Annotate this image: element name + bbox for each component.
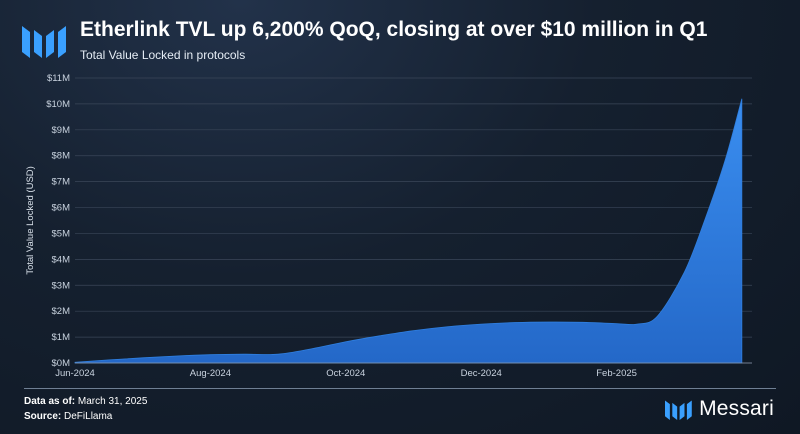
source-line: Source: DeFiLlama: [24, 411, 112, 422]
y-tick-label: $3M: [52, 280, 71, 291]
source-value: DeFiLlama: [64, 411, 113, 422]
messari-brand-icon: [665, 400, 692, 420]
footer-divider: [24, 388, 776, 389]
x-tick-label: Feb-2025: [596, 368, 637, 379]
y-tick-label: $2M: [52, 306, 71, 317]
y-tick-label: $5M: [52, 228, 71, 239]
y-tick-label: $10M: [46, 99, 70, 110]
data-as-of-line: Data as of: March 31, 2025: [24, 396, 147, 407]
y-tick-label: $4M: [52, 254, 71, 265]
x-tick-label: Dec-2024: [461, 368, 502, 379]
x-tick-label: Jun-2024: [55, 368, 95, 379]
source-label: Source:: [24, 411, 62, 422]
y-tick-label: $0M: [52, 358, 71, 369]
data-as-of-label: Data as of:: [24, 396, 76, 407]
y-tick-label: $7M: [52, 177, 71, 188]
y-tick-label: $9M: [52, 125, 71, 136]
y-tick-label: $1M: [52, 332, 71, 343]
y-axis-title: Total Value Locked (USD): [25, 166, 36, 275]
tvl-area-series: [74, 98, 743, 364]
chart-subtitle: Total Value Locked in protocols: [80, 48, 246, 62]
chart-title: Etherlink TVL up 6,200% QoQ, closing at …: [80, 18, 708, 41]
brand-name: Messari: [699, 397, 774, 420]
y-tick-label: $6M: [52, 203, 71, 214]
y-tick-label: $11M: [47, 73, 70, 84]
tvl-area-chart: $0M $1M $2M $3M $4M $5M $6M $7M $8M $9M $10M $11M Ju…: [25, 73, 752, 379]
data-as-of-value: March 31, 2025: [77, 396, 148, 407]
messari-logo-icon: [22, 26, 66, 58]
x-tick-label: Oct-2024: [326, 368, 365, 379]
y-tick-label: $8M: [52, 151, 71, 162]
x-tick-label: Aug-2024: [190, 368, 231, 379]
brand-logo: Messari: [665, 397, 774, 420]
